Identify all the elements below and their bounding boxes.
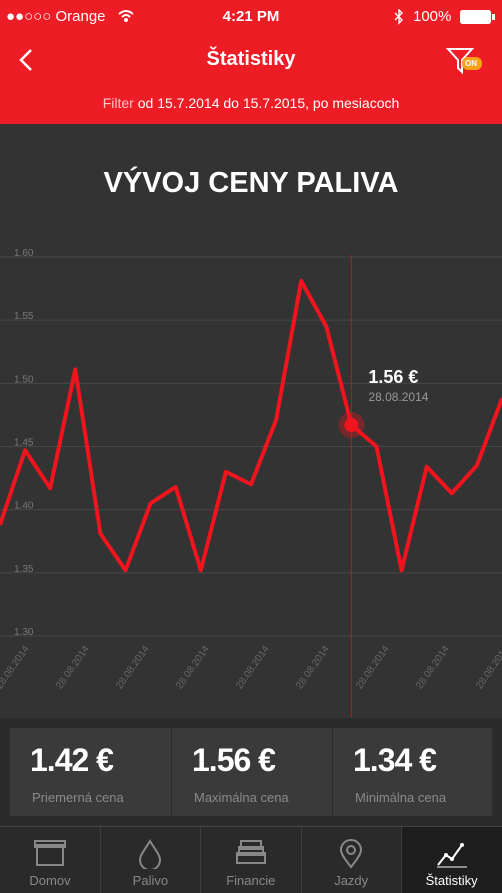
chart-background — [0, 124, 502, 718]
stat-label: Maximálna cena — [194, 790, 289, 805]
y-tick-label: 1.35 — [14, 564, 34, 575]
chart: VÝVOJ CENY PALIVA 1.60 1.55 1.50 1.45 1.40 1.… — [0, 124, 502, 718]
tab-label: Palivo — [132, 873, 169, 888]
status-bar: ●●○○○ Orange 4:21 PM 100% — [0, 0, 502, 34]
tab-label: Financie — [226, 873, 276, 888]
highlight-point — [344, 418, 359, 433]
tab[interactable]: Štatistiky — [401, 827, 502, 893]
highlight-value: 1.56 € — [368, 367, 418, 387]
stats-panel: 1.42 € Priemerná cena 1.56 € Maximálna cena… — [0, 718, 502, 826]
filter-button[interactable] — [446, 46, 486, 76]
y-tick-label: 1.60 — [14, 248, 34, 259]
tab[interactable]: Jazdy — [301, 827, 403, 893]
tab-icon — [139, 839, 162, 869]
stat-value: 1.56 € — [192, 742, 276, 778]
price-line — [0, 279, 502, 573]
tab-icon — [436, 843, 467, 868]
tab-icon — [340, 839, 363, 869]
stat-label: Minimálna cena — [355, 790, 447, 805]
tab-label: Štatistiky — [425, 873, 478, 888]
y-tick-label: 1.50 — [14, 374, 34, 385]
filter-bar: Filter od 15.7.2014 do 15.7.2015, po mes… — [0, 88, 502, 124]
highlight-date: 28.08.2014 — [368, 390, 428, 404]
stat-label: Priemerná cena — [32, 790, 124, 805]
bluetooth-icon — [394, 9, 403, 25]
y-tick-label: 1.40 — [14, 501, 34, 512]
stat-card: 1.42 € Priemerná cena — [10, 728, 172, 816]
tab-label: Domov — [29, 873, 71, 888]
stat-card: 1.34 € Minimálna cena — [333, 728, 493, 816]
carrier: ●●○○○ Orange — [6, 8, 106, 25]
header: Štatistiky ON — [0, 34, 502, 88]
tab-bar: Domov Palivo Financie Jazdy Štatistiky — [0, 826, 502, 893]
header-title: Štatistiky — [206, 48, 296, 70]
tab[interactable]: Palivo — [100, 827, 202, 893]
filter-badge: ON — [465, 59, 477, 68]
y-tick-label: 1.55 — [14, 311, 34, 322]
y-tick-label: 1.45 — [14, 438, 34, 449]
stat-card: 1.56 € Maximálna cena — [172, 728, 333, 816]
y-tick-label: 1.30 — [14, 627, 34, 638]
filter-text: od 15.7.2014 do 15.7.2015, po mesiacoch — [137, 95, 400, 111]
filter-label: Filter — [102, 95, 134, 111]
chart-title: VÝVOJ CENY PALIVA — [104, 165, 399, 199]
tab-icon — [34, 840, 66, 866]
time: 4:21 PM — [222, 8, 280, 25]
battery-percent: 100% — [413, 8, 452, 25]
back-button[interactable] — [18, 48, 34, 72]
wifi-icon — [118, 10, 134, 22]
tab-label: Jazdy — [334, 873, 369, 888]
stat-value: 1.34 € — [353, 742, 437, 778]
tab[interactable]: Financie — [201, 827, 302, 893]
battery-icon — [460, 10, 495, 24]
tab-icon — [235, 840, 266, 864]
tab[interactable]: Domov — [0, 827, 101, 893]
stat-value: 1.42 € — [30, 742, 114, 778]
